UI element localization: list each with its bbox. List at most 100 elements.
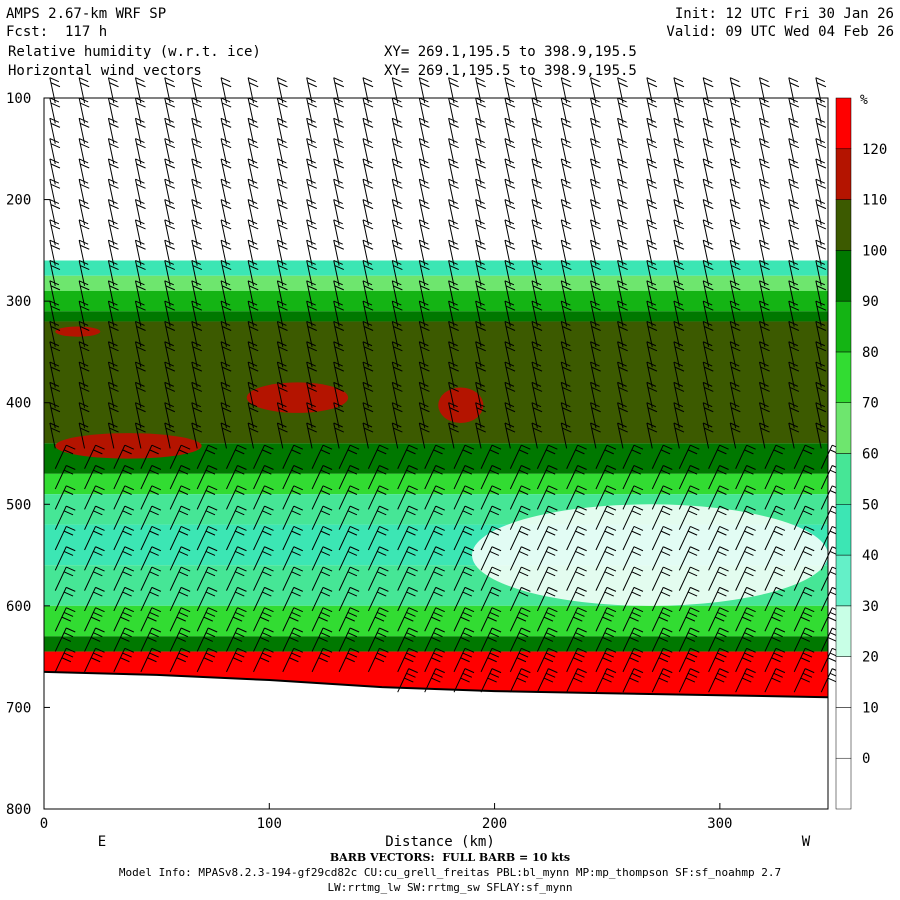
wind-barb-shaft	[338, 546, 351, 571]
wind-barb-flag	[617, 77, 627, 83]
wind-barb-shaft	[49, 422, 56, 449]
wind-barb-flag	[406, 490, 416, 495]
wind-barb-shaft	[735, 505, 748, 530]
wind-barb-shaft	[253, 505, 265, 530]
wind-barb-shaft	[276, 199, 284, 226]
wind-barb-flag	[773, 550, 783, 556]
wind-barb-shaft	[729, 219, 737, 246]
wind-barb-flag	[687, 611, 698, 617]
wind-barb-flag	[420, 244, 430, 250]
wind-barb-flag	[717, 652, 727, 658]
wind-barb-flag	[80, 366, 90, 372]
wind-barb-flag	[247, 138, 258, 144]
wind-barb-flag	[237, 465, 247, 470]
wind-barb-flag	[532, 183, 543, 189]
wind-barb-flag	[604, 530, 614, 536]
wind-barb-shaft	[708, 465, 721, 490]
wind-barb-shaft	[397, 627, 410, 652]
wind-barb-flag	[760, 326, 770, 331]
wind-barb-flag	[221, 326, 232, 331]
wind-barb-flag	[744, 672, 754, 678]
wind-barb-flag	[393, 183, 403, 189]
wind-barb-flag	[207, 505, 218, 511]
wind-barb-shaft	[282, 505, 295, 530]
wind-barb-shaft	[397, 566, 410, 591]
wind-barb-shaft	[729, 97, 737, 124]
wind-barb-shaft	[764, 444, 777, 469]
wind-barb-flag	[489, 490, 500, 495]
wind-barb-flag	[460, 677, 470, 683]
wind-barb-shaft	[140, 526, 153, 551]
wind-barb-flag	[165, 427, 176, 433]
wind-barb-flag	[462, 469, 473, 475]
wind-barb-flag	[307, 244, 317, 250]
wind-barb-shaft	[164, 77, 171, 104]
wind-barb-flag	[704, 82, 714, 88]
wind-barb-shaft	[226, 566, 238, 591]
wind-barb-flag	[248, 326, 259, 331]
wind-barb-shaft	[191, 321, 198, 347]
wind-barb-shaft	[815, 361, 822, 388]
wind-barb-flag	[80, 346, 90, 352]
wind-barb-flag	[379, 627, 389, 633]
wind-barb-shaft	[424, 648, 437, 673]
wind-barb-flag	[730, 178, 740, 184]
wind-barb-shaft	[453, 485, 466, 510]
wind-barb-flag	[731, 163, 741, 169]
wind-barb-shaft	[276, 382, 284, 408]
wind-barb-shaft	[536, 546, 549, 571]
wind-barb-shaft	[191, 77, 198, 104]
wind-barb-flag	[504, 300, 515, 306]
wind-barb-shaft	[560, 118, 568, 144]
wind-barb-flag	[449, 82, 459, 88]
wind-barb-flag	[618, 224, 628, 230]
wind-barb-shaft	[729, 199, 737, 226]
wind-barb-shaft	[448, 422, 455, 449]
wind-barb-flag	[363, 305, 374, 311]
wind-barb-shaft	[764, 587, 777, 612]
wind-barb-flag	[759, 178, 769, 184]
wind-barb-shaft	[793, 485, 806, 510]
wind-barb-shaft	[453, 546, 466, 571]
wind-barb-flag	[504, 97, 515, 103]
wind-barb-shaft	[788, 422, 795, 449]
wind-barb-flag	[247, 341, 258, 347]
wind-barb-shaft	[391, 260, 399, 287]
wind-barb-shaft	[759, 280, 766, 307]
wind-barb-flag	[78, 77, 89, 83]
wind-barb-flag	[704, 224, 714, 230]
wind-barb-shaft	[788, 118, 795, 144]
wind-barb-flag	[647, 183, 658, 189]
wind-barb-flag	[347, 510, 358, 516]
wind-barb-shaft	[169, 546, 182, 571]
wind-barb-flag	[135, 178, 145, 184]
wind-barb-flag	[207, 485, 218, 491]
wind-barb-flag	[93, 652, 103, 658]
wind-barb-flag	[379, 586, 389, 592]
wind-barb-flag	[646, 402, 657, 408]
wind-barb-flag	[247, 320, 258, 326]
wind-barb-shaft	[418, 361, 426, 388]
wind-barb-flag	[789, 346, 800, 352]
wind-barb-flag	[165, 224, 176, 230]
wind-barb-shaft	[702, 321, 710, 347]
wind-barb-flag	[789, 82, 800, 88]
wind-barb-flag	[647, 82, 658, 88]
wind-barb-flag	[334, 102, 345, 108]
wind-barb-flag	[647, 386, 658, 392]
wind-barb-flag	[591, 183, 601, 189]
wind-barb-flag	[518, 449, 529, 455]
wind-barb-shaft	[247, 199, 255, 226]
wind-barb-shaft	[759, 118, 766, 144]
wind-barb-flag	[704, 102, 714, 108]
wind-barb-flag	[663, 546, 673, 552]
wind-barb-flag	[278, 265, 288, 271]
wind-barb-flag	[462, 652, 473, 658]
wind-barb-shaft	[793, 465, 806, 490]
wind-barb-shaft	[49, 118, 56, 144]
wind-barb-flag	[349, 505, 360, 511]
wind-barb-shaft	[793, 505, 806, 530]
wind-barb-flag	[802, 571, 813, 577]
wind-barb-flag	[647, 427, 658, 433]
wind-barb-shaft	[788, 341, 795, 368]
